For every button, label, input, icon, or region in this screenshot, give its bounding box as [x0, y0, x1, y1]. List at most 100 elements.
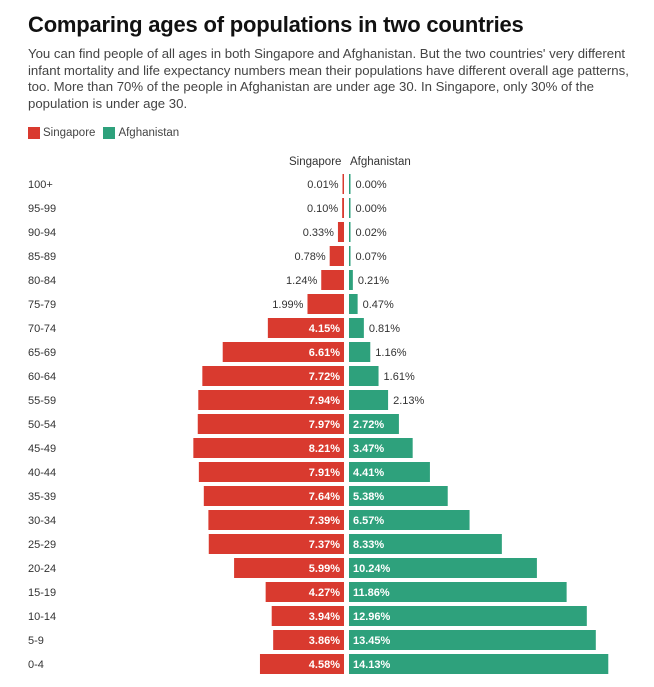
- age-group-label: 55-59: [28, 395, 56, 407]
- age-group-label: 80-84: [28, 275, 56, 287]
- bar-singapore: [234, 558, 344, 578]
- value-label-afghanistan: 0.07%: [356, 251, 387, 263]
- value-label-afghanistan: 0.47%: [363, 299, 394, 311]
- bar-afghanistan: [349, 414, 399, 434]
- value-label-afghanistan: 12.96%: [353, 611, 391, 623]
- bar-singapore: [265, 582, 344, 602]
- column-header-afghanistan: Afghanistan: [350, 156, 411, 168]
- bar-afghanistan: [349, 486, 448, 506]
- chart-title: Comparing ages of populations in two cou…: [28, 12, 524, 37]
- bar-afghanistan: [349, 558, 537, 578]
- chart-description: You can find people of all ages in both …: [28, 46, 629, 111]
- value-label-singapore: 8.21%: [309, 443, 340, 455]
- bar-afghanistan: [349, 366, 379, 386]
- value-label-singapore: 4.58%: [309, 659, 340, 671]
- bar-singapore: [337, 222, 344, 242]
- age-group-label: 0-4: [28, 659, 44, 671]
- bar-afghanistan: [349, 654, 609, 674]
- value-label-singapore: 3.86%: [309, 635, 340, 647]
- value-label-afghanistan: 4.41%: [353, 467, 384, 479]
- bar-singapore: [267, 318, 344, 338]
- value-label-singapore: 1.24%: [286, 275, 317, 287]
- value-label-afghanistan: 1.16%: [375, 347, 406, 359]
- value-label-afghanistan: 13.45%: [353, 635, 391, 647]
- bar-afghanistan: [349, 318, 364, 338]
- value-label-afghanistan: 6.57%: [353, 515, 384, 527]
- age-group-label: 5-9: [28, 635, 44, 647]
- bar-singapore: [198, 390, 344, 410]
- legend-label-singapore: Singapore: [43, 127, 96, 139]
- value-label-singapore: 4.27%: [309, 587, 340, 599]
- age-group-label: 50-54: [28, 419, 56, 431]
- value-label-singapore: 5.99%: [309, 563, 340, 575]
- age-group-label: 70-74: [28, 323, 56, 335]
- age-group-label: 60-64: [28, 371, 56, 383]
- bar-afghanistan: [349, 438, 413, 458]
- bar-singapore: [259, 654, 344, 674]
- age-group-label: 15-19: [28, 587, 56, 599]
- bar-afghanistan: [349, 174, 351, 194]
- value-label-singapore: 7.94%: [309, 395, 340, 407]
- age-group-label: 35-39: [28, 491, 56, 503]
- legend-label-afghanistan: Afghanistan: [118, 127, 180, 139]
- value-label-singapore: 7.39%: [309, 515, 340, 527]
- legend-item-afghanistan: Afghanistan: [103, 127, 179, 139]
- value-label-afghanistan: 0.00%: [356, 203, 387, 215]
- age-group-label: 20-24: [28, 563, 56, 575]
- value-label-afghanistan: 11.86%: [353, 587, 390, 599]
- bar-singapore: [193, 438, 344, 458]
- age-group-label: 90-94: [28, 227, 56, 239]
- bar-afghanistan: [349, 270, 353, 290]
- age-group-label: 95-99: [28, 203, 56, 215]
- value-label-singapore: 0.33%: [303, 227, 334, 239]
- value-label-afghanistan: 1.61%: [384, 371, 415, 383]
- value-label-afghanistan: 10.24%: [353, 563, 391, 575]
- bar-singapore: [342, 198, 344, 218]
- value-label-afghanistan: 14.13%: [353, 659, 391, 671]
- bar-singapore: [202, 366, 344, 386]
- bar-afghanistan: [349, 342, 371, 362]
- value-label-afghanistan: 5.38%: [353, 491, 384, 503]
- bar-singapore: [271, 606, 344, 626]
- value-label-afghanistan: 2.72%: [353, 419, 384, 431]
- bar-singapore: [208, 510, 344, 530]
- bar-singapore: [197, 414, 344, 434]
- bar-afghanistan: [349, 198, 351, 218]
- legend-swatch-singapore: [28, 127, 40, 139]
- value-label-afghanistan: 0.21%: [358, 275, 389, 287]
- bar-afghanistan: [349, 246, 351, 266]
- value-label-singapore: 7.37%: [309, 539, 340, 551]
- value-label-singapore: 0.78%: [294, 251, 325, 263]
- value-label-singapore: 6.61%: [309, 347, 340, 359]
- bar-singapore: [321, 270, 344, 290]
- bar-afghanistan: [349, 222, 351, 242]
- bar-singapore: [329, 246, 344, 266]
- legend-swatch-afghanistan: [103, 127, 116, 139]
- bar-singapore: [208, 534, 344, 554]
- bar-singapore: [222, 342, 344, 362]
- value-label-singapore: 7.97%: [309, 419, 340, 431]
- bar-afghanistan: [349, 390, 389, 410]
- bar-afghanistan: [349, 534, 502, 554]
- value-label-singapore: 3.94%: [309, 611, 340, 623]
- bar-afghanistan: [349, 582, 567, 602]
- column-header-singapore: Singapore: [289, 156, 342, 168]
- bar-singapore: [273, 630, 344, 650]
- age-group-label: 65-69: [28, 347, 56, 359]
- bar-afghanistan: [349, 630, 596, 650]
- value-label-afghanistan: 0.81%: [369, 323, 400, 335]
- bar-singapore: [203, 486, 344, 506]
- value-label-singapore: 4.15%: [309, 323, 340, 335]
- value-label-afghanistan: 0.02%: [356, 227, 387, 239]
- age-group-label: 40-44: [28, 467, 56, 479]
- bar-singapore: [307, 294, 344, 314]
- value-label-afghanistan: 3.47%: [353, 443, 384, 455]
- bar-afghanistan: [349, 606, 587, 626]
- value-label-singapore: 7.72%: [309, 371, 340, 383]
- value-label-singapore: 0.10%: [307, 203, 338, 215]
- value-label-singapore: 7.91%: [309, 467, 340, 479]
- bar-singapore: [198, 462, 344, 482]
- value-label-singapore: 7.64%: [309, 491, 340, 503]
- age-group-label: 10-14: [28, 611, 56, 623]
